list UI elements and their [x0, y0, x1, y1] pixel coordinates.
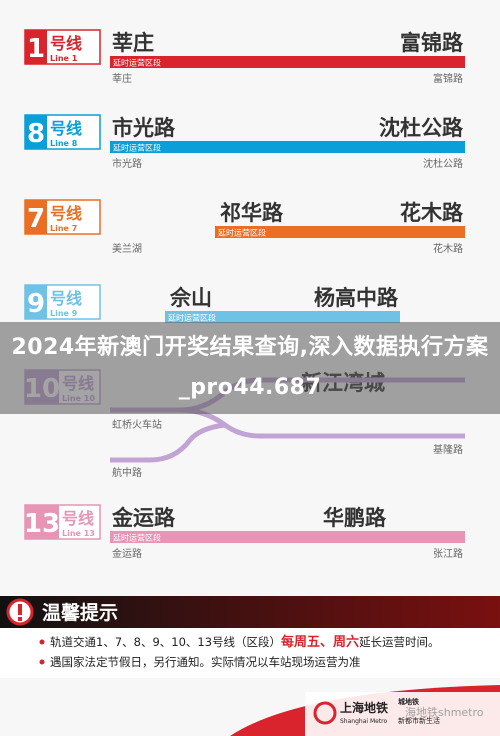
line-label: 号线 — [50, 34, 82, 53]
notice-body — [0, 628, 500, 678]
bar-label: 延时运营区段 — [113, 58, 161, 68]
line-bar — [110, 531, 465, 543]
station-to: 杨高中路 — [314, 286, 399, 310]
station-to: 花木路 — [400, 201, 464, 225]
station-below: 张江路 — [433, 547, 463, 560]
notice-item: 遇国家法定节假日，另行通知。实际情况以车站现场运营为准 — [50, 655, 361, 669]
station-below: 基隆路 — [433, 443, 463, 456]
station-below: 航中路 — [112, 466, 142, 479]
badge-number-bg — [25, 505, 59, 539]
station-below: 花木路 — [433, 242, 463, 255]
logo-name: 上海地铁 — [340, 700, 388, 715]
station-below: 美兰湖 — [112, 242, 142, 255]
line-en: Line 8 — [50, 139, 78, 148]
badge-number-bg — [25, 285, 47, 319]
line-number: 7 — [27, 204, 45, 234]
station-from: 祁华路 — [220, 201, 284, 225]
bar-label: 延时运营区段 — [113, 143, 161, 153]
notice-header — [0, 596, 500, 628]
logo-slogan: 新都市新生活 — [398, 716, 440, 725]
line-bar — [110, 141, 465, 153]
station-to: 富锦路 — [400, 31, 464, 55]
notice-part: 每周五、周六 — [281, 634, 359, 650]
logo-slogan: 城地铁 — [398, 697, 419, 706]
watermark: 海地铁shmetro — [405, 705, 484, 719]
line-number: 1 — [27, 34, 45, 64]
line-bar — [165, 311, 400, 323]
station-below: 富锦路 — [433, 72, 463, 85]
station-below: 莘庄 — [112, 72, 132, 85]
station-from: 佘山 — [169, 286, 212, 310]
station-from: 市光路 — [112, 116, 176, 140]
bar-label: 延时运营区段 — [168, 313, 216, 323]
badge-number-bg — [25, 30, 47, 64]
line-en: Line 13 — [62, 529, 95, 538]
logo-bg — [305, 692, 500, 736]
notice-icon-mark — [18, 617, 22, 621]
bar-label: 延时运营区段 — [113, 533, 161, 543]
line-en: Line 1 — [50, 54, 78, 63]
station-to: 沈杜公路 — [379, 116, 464, 140]
line-bar — [110, 56, 465, 68]
line-label: 号线 — [50, 119, 82, 138]
line-en: Line 7 — [50, 224, 77, 233]
station-from: 金运路 — [111, 506, 176, 530]
station-to: 华鹏路 — [323, 506, 387, 530]
logo-icon — [313, 701, 337, 725]
line-label: 号线 — [62, 509, 94, 528]
line-number: 9 — [27, 289, 45, 319]
notice-part: 延长运营时间。 — [359, 635, 440, 649]
bullet — [39, 659, 45, 665]
line-label: 号线 — [50, 204, 82, 223]
notice-part: 遇国家法定节假日，另行通知。实际情况以车站现场运营为准 — [50, 655, 361, 669]
station-below: 市光路 — [112, 157, 142, 170]
line-en: Line 9 — [50, 309, 78, 318]
badge-number-bg — [25, 200, 47, 234]
line-track — [110, 422, 226, 463]
station-from: 莘庄 — [112, 31, 154, 55]
station-below: 金运路 — [112, 547, 142, 560]
station-below: 沈杜公路 — [423, 157, 463, 170]
overlay-text: 2024年新澳门开奖结果查询,深入数据执行方案_pro44.687 — [0, 322, 500, 414]
line-number: 13 — [24, 509, 60, 539]
line-number: 8 — [27, 119, 45, 149]
line-bar — [215, 226, 465, 238]
station-below: 虹桥火车站 — [112, 418, 162, 431]
notice-part: 轨道交通1、7、8、9、10、13号线（区段） — [50, 635, 281, 649]
notice-icon-mark — [18, 604, 22, 615]
badge-number-bg — [25, 115, 47, 149]
logo-en: Shanghai Metro — [340, 718, 388, 725]
bullet — [39, 639, 45, 645]
notice-item: 轨道交通1、7、8、9、10、13号线（区段）每周五、周六延长运营时间。 — [50, 634, 440, 650]
notice-title: 温馨提示 — [42, 601, 118, 624]
bar-label: 延时运营区段 — [218, 228, 266, 238]
line-label: 号线 — [50, 289, 82, 308]
